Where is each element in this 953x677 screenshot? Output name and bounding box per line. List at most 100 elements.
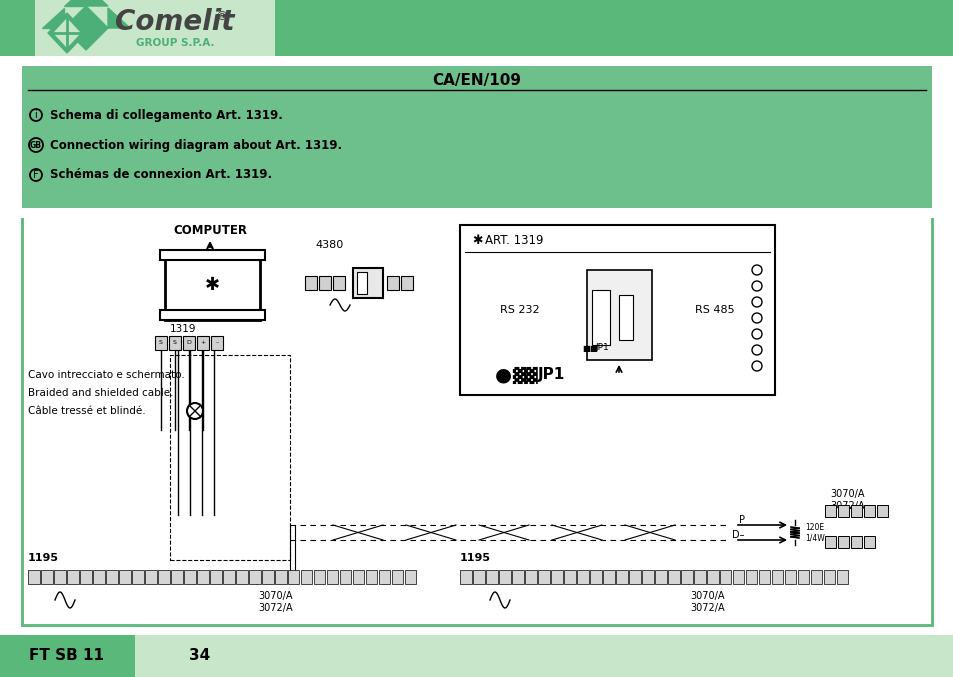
Bar [196,570,209,584]
Bar [680,570,692,584]
Bar [577,570,588,584]
Text: JP1: JP1 [595,343,608,353]
Text: 4380: 4380 [315,240,344,250]
Bar [80,570,91,584]
Text: JP1: JP1 [537,368,565,383]
Text: 3070/A
3072/A: 3070/A 3072/A [257,591,293,613]
Bar [0,635,135,677]
Text: FT SB 11: FT SB 11 [30,649,105,663]
Bar [160,310,265,320]
Text: P: P [739,515,744,525]
Bar [392,570,402,584]
Bar [274,570,287,584]
Bar [400,276,413,290]
Bar [655,570,666,584]
Bar [211,336,223,350]
Bar [249,570,261,584]
Bar [459,570,472,584]
Bar [850,536,862,548]
Text: ®: ® [215,11,228,24]
Text: D: D [187,341,192,345]
Bar [356,272,367,294]
Polygon shape [64,6,108,50]
Bar [512,570,523,584]
Bar [618,295,633,340]
Bar [165,250,260,320]
Bar [145,570,157,584]
Bar [171,570,183,584]
Bar [184,570,195,584]
Bar [170,355,290,560]
Bar [54,570,66,584]
Text: 34: 34 [190,649,211,663]
Bar [318,276,331,290]
Bar [837,536,848,548]
Bar [459,225,774,395]
Bar [863,536,874,548]
Text: ✱: ✱ [472,234,482,246]
Bar [797,570,808,584]
Text: RS 485: RS 485 [695,305,734,315]
Bar [288,570,298,584]
Bar [353,570,364,584]
Bar [837,505,848,517]
Text: GB: GB [30,141,42,150]
Text: S: S [159,341,163,345]
Text: Cavo intrecciato e schermato.: Cavo intrecciato e schermato. [28,370,185,380]
Text: 3070/A
3072/A: 3070/A 3072/A [829,489,863,511]
Bar [824,505,835,517]
Bar [589,570,601,584]
Bar [551,570,562,584]
Polygon shape [54,19,80,47]
Text: Comelit: Comelit [115,8,234,36]
Bar [333,276,345,290]
Text: COMPUTER: COMPUTER [172,223,247,236]
Text: Schema di collegamento Art. 1319.: Schema di collegamento Art. 1319. [50,108,283,121]
Circle shape [187,403,203,419]
Bar [262,570,274,584]
Bar [863,505,874,517]
Bar [602,570,615,584]
Text: 1319: 1319 [170,324,196,334]
Text: +: + [200,341,206,345]
Bar [132,570,144,584]
Polygon shape [48,13,86,53]
Bar [473,570,484,584]
Bar [196,336,209,350]
Bar [305,276,316,290]
Bar [498,570,511,584]
Bar [35,0,274,58]
Bar [41,570,53,584]
Text: Connection wiring diagram about Art. 1319.: Connection wiring diagram about Art. 131… [50,139,342,152]
Bar [223,570,234,584]
Circle shape [751,297,761,307]
Bar [759,570,769,584]
Bar [301,570,312,584]
Bar [28,570,40,584]
Bar [824,536,835,548]
Bar [405,570,416,584]
Bar [616,570,627,584]
Text: 120E
1/4W: 120E 1/4W [804,523,824,543]
Bar [850,505,862,517]
Bar [353,268,382,298]
Bar [771,570,782,584]
Bar [67,570,79,584]
Bar [0,0,35,58]
Text: –: – [215,341,218,345]
Bar [0,56,953,66]
Bar [274,0,953,58]
Polygon shape [64,0,86,6]
Bar [823,570,834,584]
Circle shape [751,345,761,355]
Text: ▓▓: ▓▓ [512,366,537,384]
Bar [810,570,821,584]
Polygon shape [42,8,64,28]
Text: 1195: 1195 [459,553,491,563]
Bar [720,570,730,584]
Bar [537,570,550,584]
Circle shape [751,281,761,291]
Text: Braided and shielded cable.: Braided and shielded cable. [28,388,173,398]
Bar [22,65,931,210]
Text: ART. 1319: ART. 1319 [484,234,543,246]
